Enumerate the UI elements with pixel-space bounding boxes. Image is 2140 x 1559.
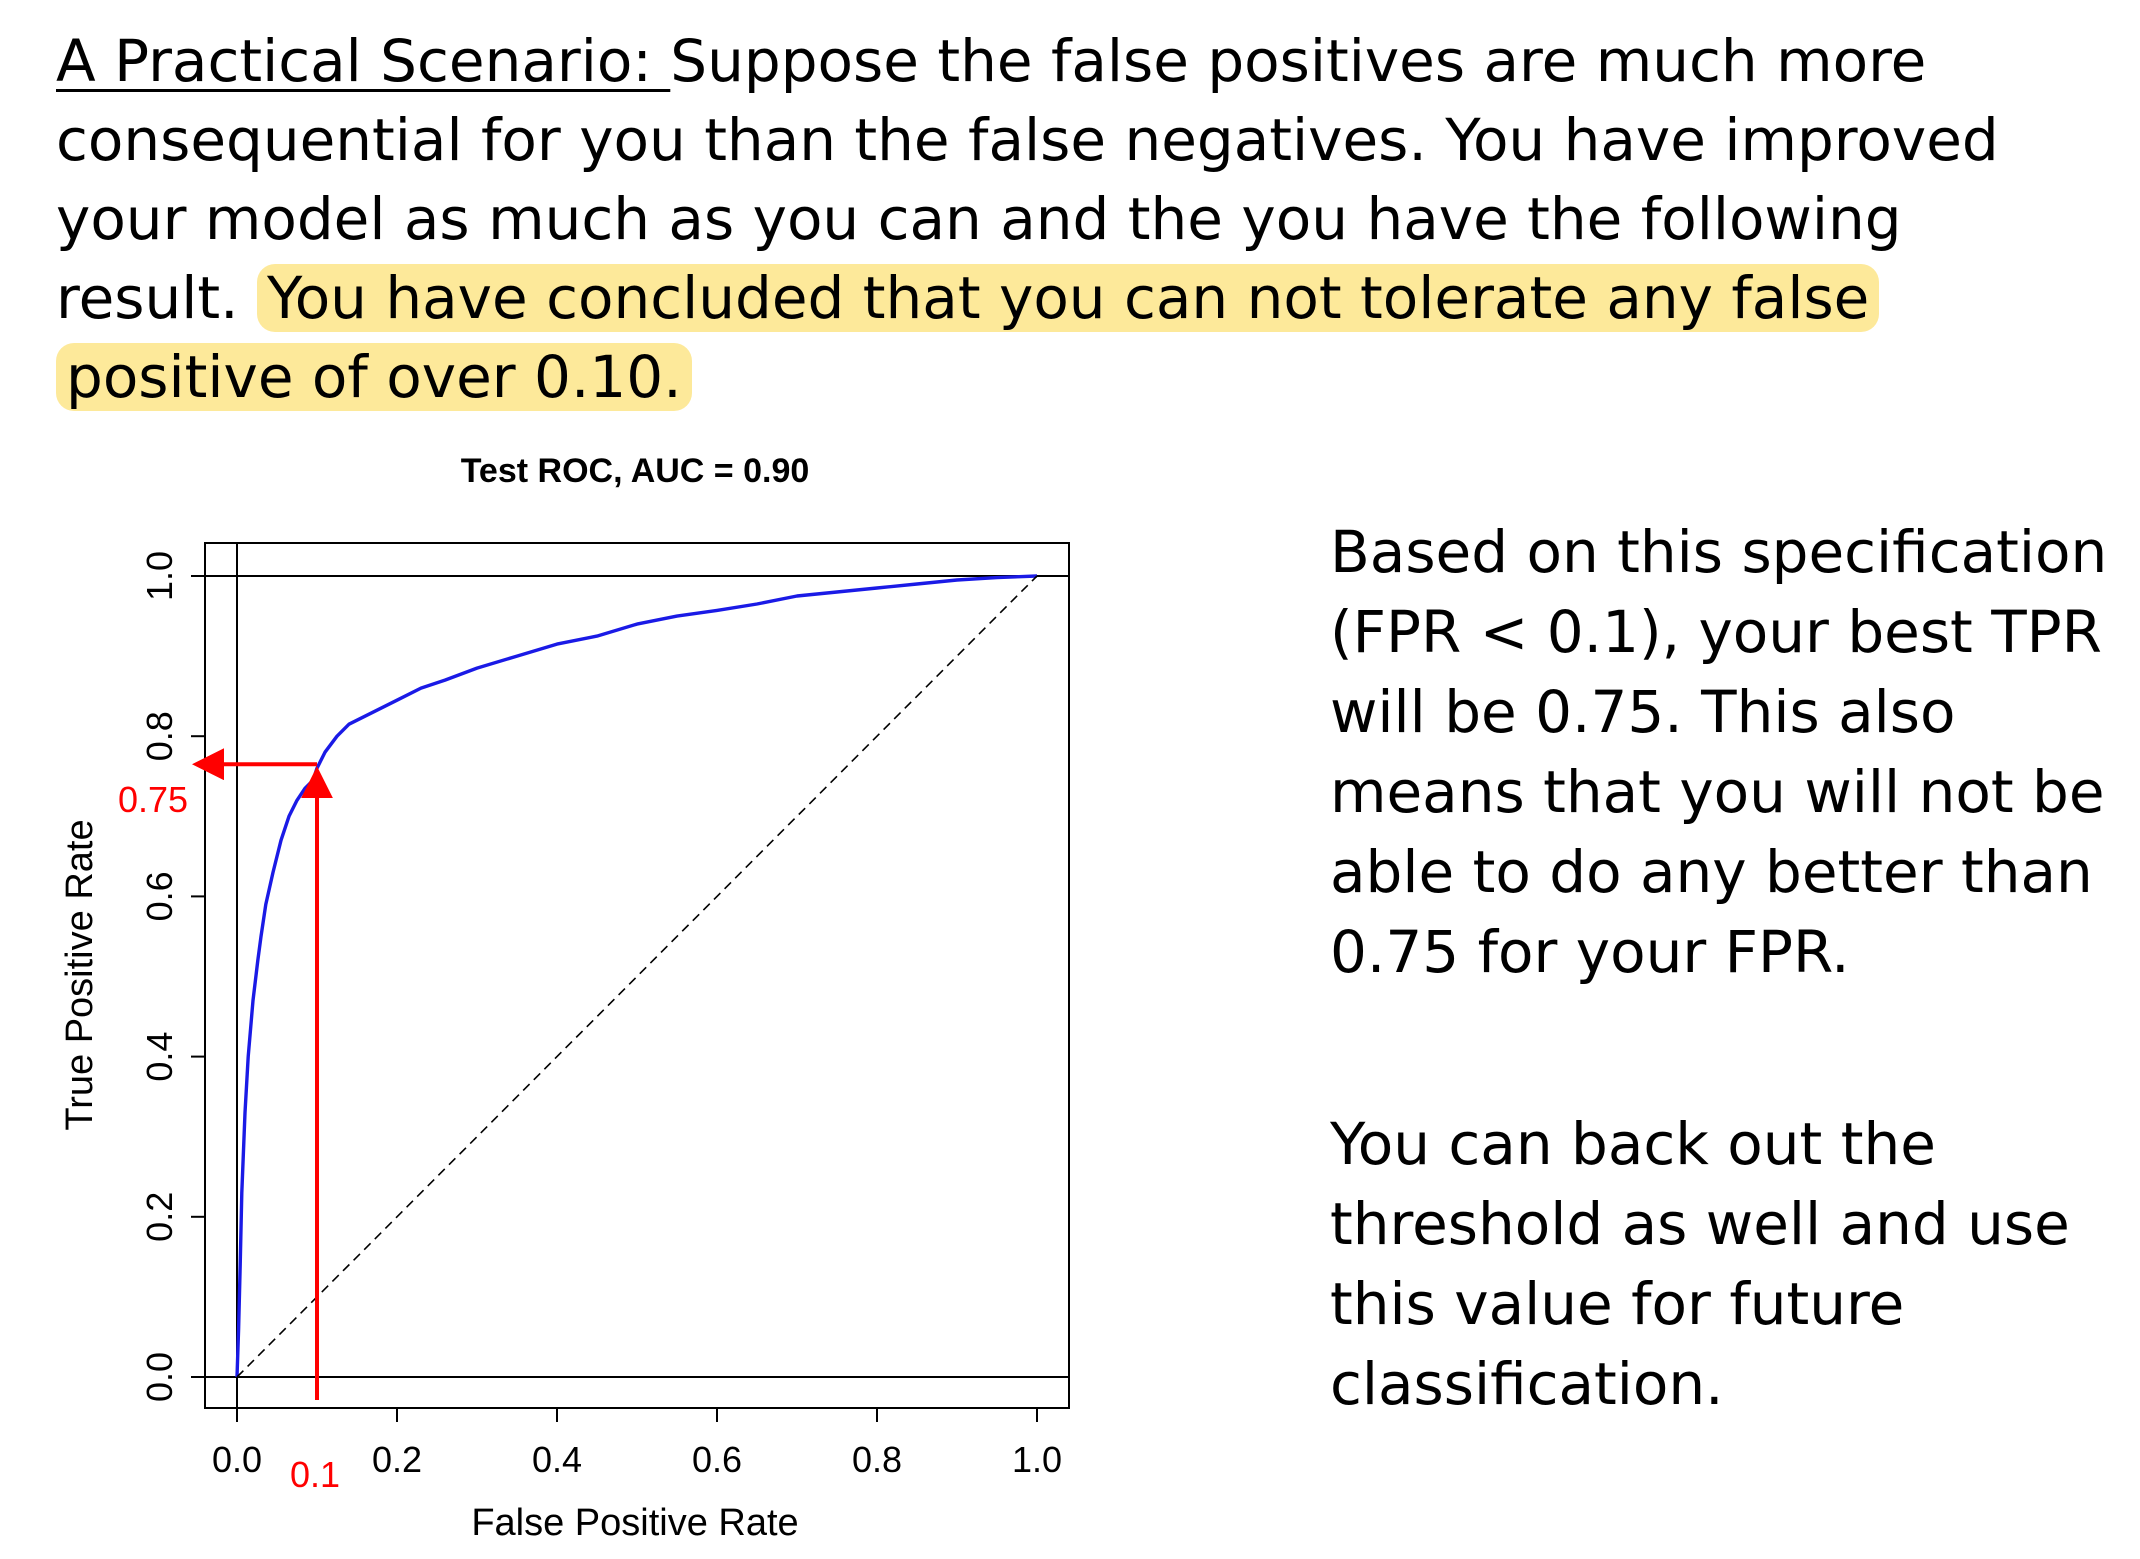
y-tick-label: 1.0: [139, 551, 180, 601]
y-tick-label: 0.4: [139, 1032, 180, 1082]
roc-curve-line: [235, 574, 1038, 1378]
y-tick-label: 0.8: [139, 711, 180, 761]
threshold-paragraph: You can back out the threshold as well a…: [1330, 1110, 2070, 1418]
x-axis-label: False Positive Rate: [471, 1502, 798, 1544]
x-tick-label: 0.6: [692, 1439, 742, 1480]
y-axis-label: True Positive Rate: [59, 819, 101, 1130]
y-tick-label: 0.2: [139, 1192, 180, 1242]
intro-paragraph: A Practical Scenario: Suppose the false …: [56, 22, 2096, 417]
y-tick-label: 0.6: [139, 871, 180, 921]
fpr-threshold-label: 0.1: [290, 1454, 340, 1495]
x-tick-label: 1.0: [1012, 1439, 1062, 1480]
tpr-value-label: 0.75: [118, 779, 188, 820]
x-tick-label: 0.0: [212, 1439, 262, 1480]
plot-frame: [204, 542, 1070, 1409]
x-tick-label: 0.4: [532, 1439, 582, 1480]
chance-diagonal-line: [236, 575, 1038, 1378]
chart-title: Test ROC, AUC = 0.90: [461, 452, 810, 490]
x-tick-label: 0.8: [852, 1439, 902, 1480]
explanation-paragraph: Based on this specification (FPR < 0.1),…: [1330, 518, 2108, 986]
intro-body: Suppose the false positives are much mor…: [56, 27, 1999, 332]
x-tick-label: 0.2: [372, 1439, 422, 1480]
y-tick-label: 0.0: [139, 1352, 180, 1402]
intro-lead: A Practical Scenario:: [56, 27, 671, 95]
